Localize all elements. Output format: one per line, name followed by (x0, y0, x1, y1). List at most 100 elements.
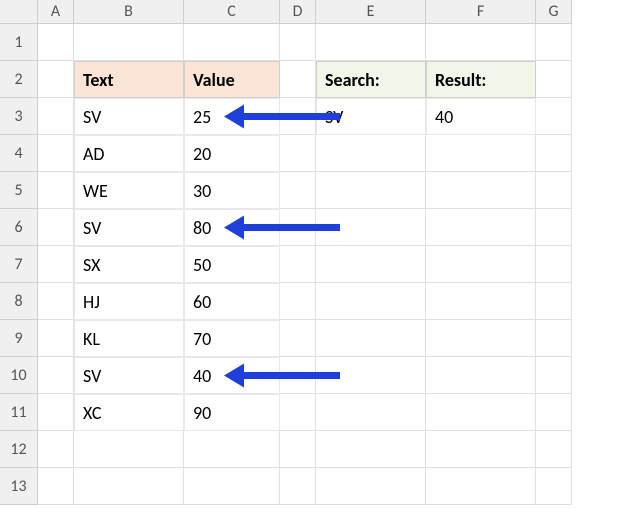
row-header[interactable]: 11 (0, 394, 38, 431)
cell[interactable] (536, 394, 572, 431)
cell[interactable] (184, 24, 280, 61)
cell[interactable] (536, 431, 572, 468)
row-header[interactable]: 2 (0, 61, 38, 98)
cell[interactable] (280, 135, 316, 172)
cell[interactable] (316, 283, 426, 320)
table1-value-cell[interactable]: 90 (184, 394, 280, 431)
cell[interactable] (38, 357, 74, 394)
cell[interactable] (426, 431, 536, 468)
cell[interactable] (316, 209, 426, 246)
cell[interactable] (280, 283, 316, 320)
row-header[interactable]: 3 (0, 98, 38, 135)
column-header[interactable]: G (536, 0, 572, 24)
cell[interactable] (280, 209, 316, 246)
cell[interactable] (74, 468, 184, 505)
table1-text-cell[interactable]: SV (74, 98, 184, 135)
row-header[interactable]: 6 (0, 209, 38, 246)
cell[interactable] (426, 357, 536, 394)
row-header[interactable]: 9 (0, 320, 38, 357)
cell[interactable] (536, 209, 572, 246)
cell[interactable] (280, 431, 316, 468)
table1-header-value[interactable]: Value (184, 61, 280, 98)
table2-result-cell[interactable]: 40 (426, 98, 536, 135)
cell[interactable] (316, 246, 426, 283)
cell[interactable] (74, 24, 184, 61)
cell[interactable] (316, 172, 426, 209)
column-header[interactable]: A (38, 0, 74, 24)
cell[interactable] (316, 24, 426, 61)
cell[interactable] (38, 246, 74, 283)
column-header[interactable]: D (280, 0, 316, 24)
table1-text-cell[interactable]: WE (74, 172, 184, 209)
column-header[interactable]: B (74, 0, 184, 24)
cell[interactable] (536, 135, 572, 172)
cell[interactable] (536, 61, 572, 98)
table1-text-cell[interactable]: AD (74, 135, 184, 172)
cell[interactable] (280, 468, 316, 505)
cell[interactable] (316, 320, 426, 357)
cell[interactable] (38, 98, 74, 135)
cell[interactable] (316, 135, 426, 172)
cell[interactable] (280, 24, 316, 61)
cell[interactable] (38, 135, 74, 172)
table1-value-cell[interactable]: 60 (184, 283, 280, 320)
cell[interactable] (536, 246, 572, 283)
cell[interactable] (536, 320, 572, 357)
cell[interactable] (426, 394, 536, 431)
table1-text-cell[interactable]: KL (74, 320, 184, 357)
row-header[interactable]: 8 (0, 283, 38, 320)
row-header[interactable]: 4 (0, 135, 38, 172)
table2-search-cell[interactable]: SV (316, 98, 426, 135)
row-header[interactable]: 10 (0, 357, 38, 394)
column-header[interactable]: F (426, 0, 536, 24)
table1-value-cell[interactable]: 40 (184, 357, 280, 394)
table1-value-cell[interactable]: 50 (184, 246, 280, 283)
cell[interactable] (280, 246, 316, 283)
cell[interactable] (536, 24, 572, 61)
cell[interactable] (280, 172, 316, 209)
cell[interactable] (38, 209, 74, 246)
cell[interactable] (38, 61, 74, 98)
cell[interactable] (184, 468, 280, 505)
cell[interactable] (280, 98, 316, 135)
cell[interactable] (38, 24, 74, 61)
table2-header-search[interactable]: Search: (316, 61, 426, 98)
cell[interactable] (536, 283, 572, 320)
cell[interactable] (316, 357, 426, 394)
table1-value-cell[interactable]: 25 (184, 98, 280, 135)
cell[interactable] (280, 357, 316, 394)
cell[interactable] (426, 468, 536, 505)
cell[interactable] (316, 431, 426, 468)
cell[interactable] (38, 320, 74, 357)
cell[interactable] (426, 24, 536, 61)
table1-value-cell[interactable]: 20 (184, 135, 280, 172)
cell[interactable] (74, 431, 184, 468)
cell[interactable] (426, 283, 536, 320)
cell[interactable] (316, 468, 426, 505)
table1-value-cell[interactable]: 70 (184, 320, 280, 357)
cell[interactable] (38, 283, 74, 320)
cell[interactable] (38, 394, 74, 431)
cell[interactable] (426, 209, 536, 246)
cell[interactable] (536, 468, 572, 505)
table1-value-cell[interactable]: 30 (184, 172, 280, 209)
cell[interactable] (426, 135, 536, 172)
cell[interactable] (536, 98, 572, 135)
table1-text-cell[interactable]: XC (74, 394, 184, 431)
table1-text-cell[interactable]: HJ (74, 283, 184, 320)
cell[interactable] (426, 246, 536, 283)
cell[interactable] (38, 431, 74, 468)
table1-value-cell[interactable]: 80 (184, 209, 280, 246)
table1-text-cell[interactable]: SV (74, 357, 184, 394)
cell[interactable] (38, 172, 74, 209)
column-header[interactable]: E (316, 0, 426, 24)
cell[interactable] (426, 320, 536, 357)
cell[interactable] (38, 468, 74, 505)
column-header[interactable]: C (184, 0, 280, 24)
row-header[interactable]: 7 (0, 246, 38, 283)
cell[interactable] (184, 431, 280, 468)
row-header[interactable]: 12 (0, 431, 38, 468)
cell[interactable] (536, 172, 572, 209)
row-header[interactable]: 5 (0, 172, 38, 209)
cell[interactable] (280, 320, 316, 357)
